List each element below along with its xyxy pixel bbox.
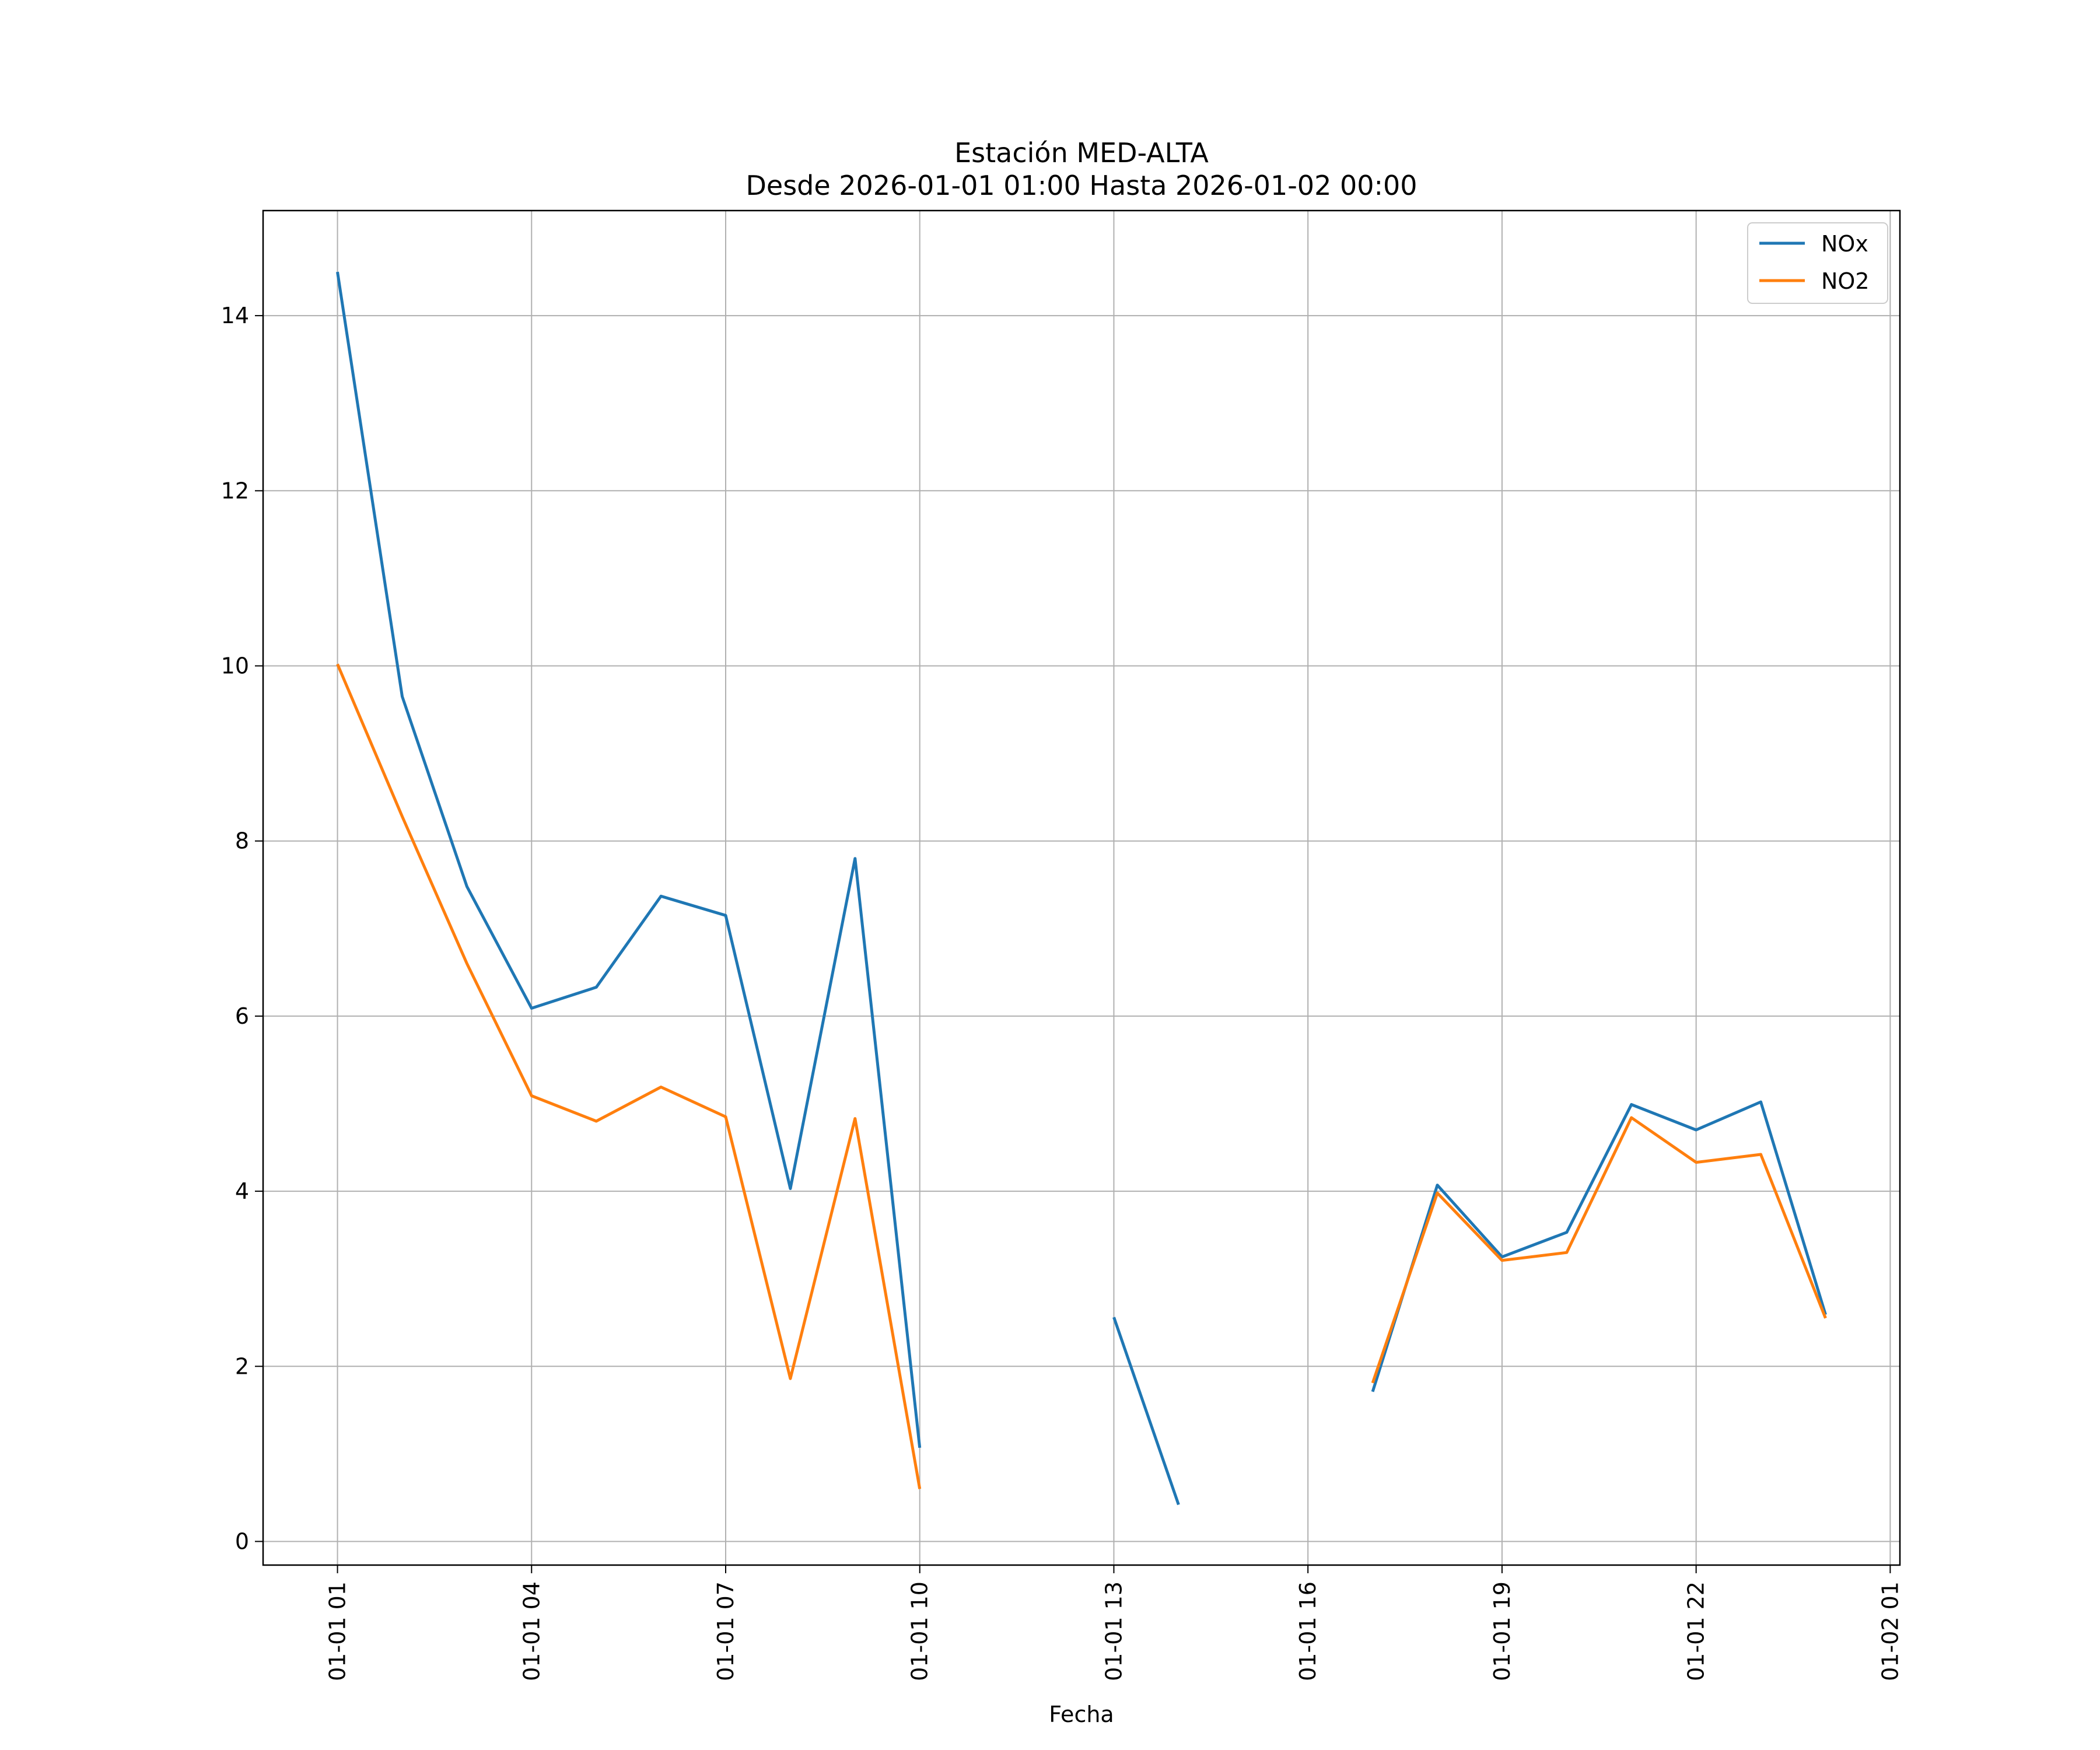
- x-tick-label: 01-01 16: [1295, 1581, 1321, 1681]
- x-tick-label: 01-01 04: [519, 1581, 544, 1681]
- x-tick-label: 01-01 01: [325, 1581, 351, 1681]
- series-line-no2: [1371, 1116, 1827, 1384]
- x-tick-label: 01-01 19: [1489, 1581, 1515, 1681]
- x-tick-label: 01-02 01: [1877, 1581, 1903, 1681]
- y-tick-label: 12: [221, 478, 249, 503]
- chart-title: Estación MED-ALTA: [954, 137, 1209, 169]
- y-tick-label: 0: [235, 1528, 249, 1554]
- y-tick-label: 8: [235, 828, 249, 854]
- x-tick-label: 01-01 07: [713, 1581, 738, 1681]
- series-layer: [336, 271, 1827, 1506]
- y-tick-label: 14: [221, 303, 249, 328]
- legend-label-nox: NOx: [1821, 231, 1868, 257]
- x-tick-label: 01-01 13: [1101, 1581, 1126, 1681]
- y-tick-label: 10: [221, 653, 249, 679]
- plot-frame: [262, 209, 1901, 1566]
- x-tick-label: 01-01 10: [907, 1581, 933, 1681]
- series-line-nox: [336, 271, 922, 1448]
- y-tick-label: 4: [235, 1178, 249, 1204]
- series-line-nox: [1371, 1100, 1827, 1392]
- legend: NOx NO2: [1747, 222, 1888, 304]
- x-axis-label: Fecha: [1049, 1702, 1114, 1727]
- y-tick-label: 6: [235, 1003, 249, 1029]
- grid: [263, 211, 1900, 1565]
- legend-label-no2: NO2: [1821, 268, 1870, 294]
- axis-ticks: 01-01 01 01-01 04 01-01 07 01-01 10 01-01 13…: [221, 303, 1903, 1681]
- series-line-no2: [336, 663, 922, 1489]
- chart-subtitle: Desde 2026-01-01 01:00 Hasta 2026-01-02 …: [746, 170, 1417, 201]
- x-tick-label: 01-01 22: [1684, 1581, 1709, 1681]
- y-tick-label: 2: [235, 1353, 249, 1379]
- series-line-nox: [1112, 1317, 1180, 1506]
